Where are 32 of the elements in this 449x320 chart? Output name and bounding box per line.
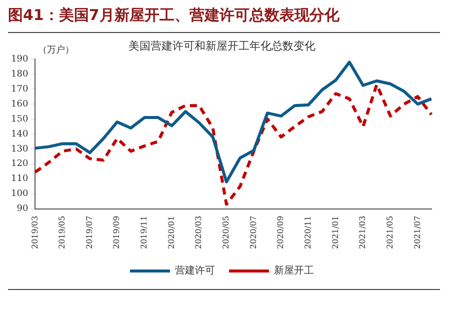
- x-tick-label: 2019/11: [140, 216, 149, 249]
- x-tick-label: 2020/01: [166, 216, 176, 249]
- y-tick-label: 130: [10, 144, 28, 154]
- y-tick-label: 150: [10, 114, 28, 124]
- x-tick-label: 2021/05: [385, 216, 394, 249]
- y-tick-label: 140: [10, 129, 28, 140]
- x-tick-label: 2020/11: [304, 216, 313, 249]
- x-tick-label: 2019/09: [112, 216, 122, 249]
- y-tick-label: 110: [10, 174, 28, 184]
- x-tick-label: 2019/03: [30, 216, 40, 249]
- y-tick-label: 160: [10, 99, 28, 110]
- x-tick-label: 2020/03: [194, 216, 204, 249]
- chart-title: 图41：美国7月新屋开工、营建许可总数表现分化: [8, 6, 340, 25]
- x-tick-label: 2020/05: [222, 216, 231, 249]
- y-tick-label: 100: [10, 189, 28, 200]
- legend-label: 营建许可: [175, 264, 215, 277]
- y-tick-label: 180: [10, 70, 28, 80]
- x-tick-label: 2021/07: [412, 216, 422, 249]
- y-axis-title: （万户）: [38, 44, 74, 56]
- y-tick-label: 170: [10, 84, 28, 94]
- x-tick-label: 2021/03: [358, 216, 368, 249]
- x-tick-label: 2020/07: [248, 216, 258, 249]
- chart-subtitle: 美国营建许可和新屋开工年化总数变化: [128, 39, 316, 52]
- line-series: [34, 83, 433, 206]
- x-tick-label: 2020/09: [276, 216, 286, 249]
- y-tick-label: 190: [10, 54, 28, 65]
- y-tick-label: 90: [16, 204, 28, 214]
- x-tick-label: 2019/07: [84, 216, 94, 249]
- legend-label: 新屋开工: [274, 264, 314, 277]
- y-tick-label: 120: [10, 159, 28, 170]
- x-tick-label: 2021/01: [330, 216, 340, 249]
- x-tick-label: 2019/05: [58, 216, 67, 249]
